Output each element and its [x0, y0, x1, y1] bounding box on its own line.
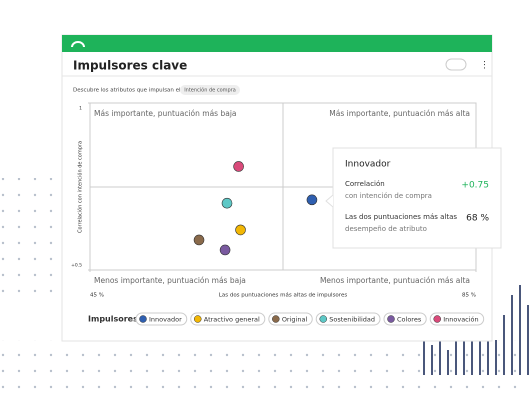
quadrant-label: Menos importante, puntuación más alta	[320, 276, 470, 285]
point[interactable]	[221, 197, 233, 209]
tooltip-title: Innovador	[345, 160, 391, 170]
y-tick-label: 1	[79, 106, 82, 112]
filter: Intención de compra	[184, 87, 236, 94]
plot: 45 % 85 % +0.5 1	[71, 102, 477, 299]
legend-swatch	[433, 315, 441, 323]
tooltip-label: Las dos puntuaciones más altas	[345, 213, 457, 221]
point[interactable]	[219, 244, 231, 256]
legend-swatch	[194, 315, 202, 323]
legend-label: Colores	[397, 316, 422, 324]
quadrant-label: Menos importante, puntuación más baja	[94, 276, 246, 285]
menu[interactable]: ⋮	[480, 61, 489, 71]
dot-grid	[0, 340, 529, 400]
legend: Innovador Atractivo general Original Sosten…	[135, 312, 485, 326]
x-tick-label: 45 %	[90, 293, 104, 299]
top-bar	[62, 35, 492, 52]
point[interactable]	[235, 224, 246, 236]
legend-swatch	[139, 315, 147, 323]
decor-bars	[423, 285, 529, 375]
tooltip-box	[332, 147, 502, 249]
tooltip-value: 68 %	[466, 214, 489, 224]
y-axis-label: Correlación con intención de compra	[77, 141, 84, 233]
legend-swatch	[387, 315, 395, 323]
legend-pill[interactable]	[429, 312, 485, 326]
x-tick-label: 85 %	[462, 293, 476, 299]
legend-title: Impulsores:	[88, 315, 141, 324]
legend-swatch	[272, 315, 280, 323]
tooltip-sublabel: con intención de compra	[345, 192, 432, 200]
tooltip-value: +0.75	[461, 181, 489, 191]
y-tick-label: +0.5	[71, 263, 82, 269]
tooltip-sublabel: desempeño de atributo	[345, 225, 427, 233]
logo	[71, 41, 85, 48]
nav-buttons[interactable]	[445, 58, 467, 71]
tooltip: Innovador Correlación con intención de c…	[325, 147, 502, 249]
tooltip-label: Correlación	[345, 180, 385, 188]
quadrant-label: Más importante, puntuación más alta	[329, 109, 470, 118]
point[interactable]	[306, 194, 318, 206]
tooltip-arrow	[325, 194, 334, 208]
subtitle: Descubre los atributos que impulsan el/l…	[73, 88, 187, 94]
legend-label: Atractivo general	[204, 316, 260, 324]
filter-pill[interactable]	[180, 85, 240, 95]
point[interactable]	[193, 234, 205, 246]
legend-label: Innovador	[149, 316, 182, 324]
legend-pill[interactable]	[190, 312, 266, 326]
card-title: Impulsores clave	[73, 59, 187, 73]
point[interactable]	[233, 161, 244, 172]
x-axis-label: Las dos puntuaciones más altas de impuls…	[219, 292, 348, 299]
legend-label: Innovación	[443, 316, 478, 324]
legend-pill[interactable]	[135, 312, 188, 326]
legend-pill[interactable]	[268, 312, 313, 326]
legend-pill[interactable]	[383, 312, 427, 326]
legend-label: Sostenibilidad	[329, 316, 375, 324]
legend-pill[interactable]	[315, 312, 381, 326]
quadrant-label: Más importante, puntuación más baja	[94, 109, 237, 118]
legend-label: Original	[282, 316, 308, 324]
legend-swatch	[319, 315, 327, 323]
